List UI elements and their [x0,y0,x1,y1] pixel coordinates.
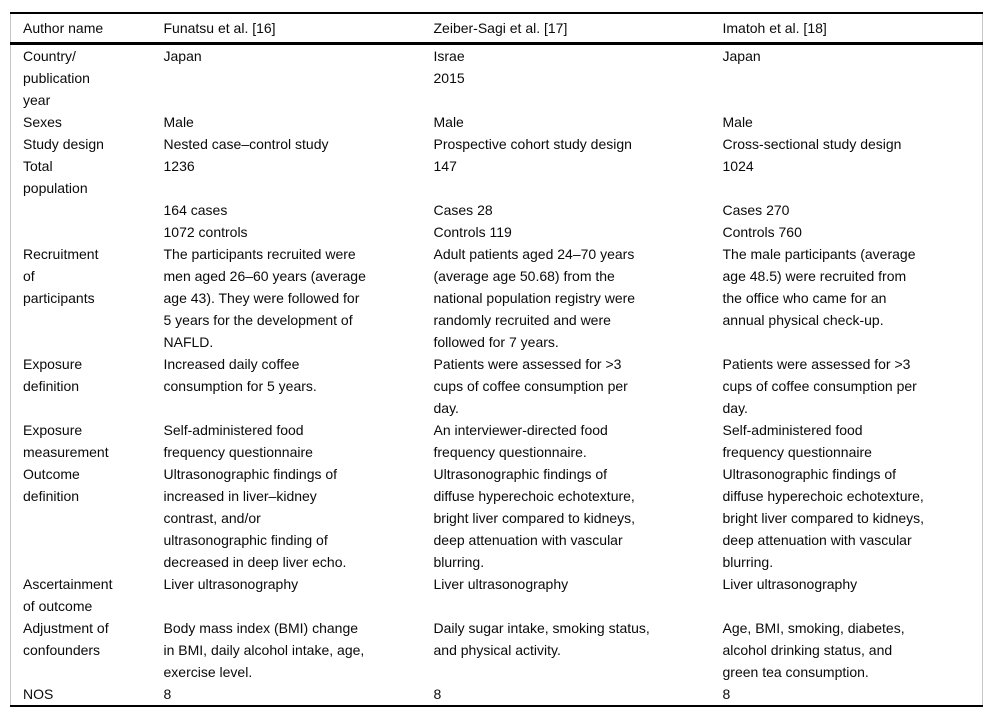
cell-imatoh: Liver ultrasonography [722,576,858,592]
cell-imatoh: Age, BMI, smoking, diabetes, alcohol dri… [722,620,905,680]
cell-imatoh: Japan [722,48,761,64]
cell-funatsu: 1236 [163,158,195,174]
table-row-adjustment-of-confounders: Adjustment of confounders Body mass inde… [11,617,983,683]
cell-zeiber-sagi: Adult patients aged 24–70 years (average… [433,246,636,350]
cell-zeiber-sagi: 147 [433,158,457,174]
cell-funatsu: Body mass index (BMI) change in BMI, dai… [163,620,365,680]
cell-zeiber-sagi: Male [433,114,464,130]
table: Author name Funatsu et al. [16] Zeiber-S… [10,12,983,707]
cell-funatsu: 164 cases 1072 controls [163,202,248,240]
cell-imatoh: Self-administered food frequency questio… [722,422,872,460]
cell-imatoh: Cases 270 Controls 760 [722,202,802,240]
row-label: Exposure measurement [23,422,109,460]
table-row-country-publication-year: Country/ publication year Japan Israe 20… [11,44,983,112]
cell-zeiber-sagi: Israe 2015 [433,48,465,86]
row-label: Total population [23,158,88,196]
cell-funatsu: Japan [163,48,202,64]
table-row-ascertainment-of-outcome: Ascertainment of outcome Liver ultrasono… [11,573,983,617]
table-row-sexes: Sexes Male Male Male [11,111,983,133]
table-row-exposure-measurement: Exposure measurement Self-administered f… [11,419,983,463]
cell-zeiber-sagi: Ultrasonographic findings of diffuse hyp… [433,466,636,570]
row-label: Sexes [23,114,62,130]
column-header-study-funatsu: Funatsu et al. [16] [151,13,422,45]
row-label [11,199,152,243]
row-label: Ascertainment of outcome [23,576,113,614]
cell-zeiber-sagi: Patients were assessed for >3 cups of co… [433,356,628,416]
row-label: Study design [23,136,104,152]
column-header-study-zeiber-sagi: Zeiber-Sagi et al. [17] [421,13,711,45]
cell-funatsu: Liver ultrasonography [163,576,299,592]
row-label: Outcome definition [23,466,80,504]
cell-funatsu: Ultrasonographic findings of increased i… [163,466,347,570]
table-row-nos: NOS 8 8 8 [11,683,983,706]
cell-imatoh: Ultrasonographic findings of diffuse hyp… [722,466,925,570]
studies-comparison-table: Author name Funatsu et al. [16] Zeiber-S… [10,12,983,707]
cell-zeiber-sagi: Daily sugar intake, smoking status, and … [433,620,650,658]
cell-funatsu: 8 [163,686,172,702]
column-header-study-imatoh: Imatoh et al. [18] [710,13,983,45]
cell-zeiber-sagi: Prospective cohort study design [433,136,632,152]
cell-funatsu: The participants recruited were men aged… [163,246,366,350]
cell-imatoh: The male participants (average age 48.5)… [722,246,916,328]
cell-funatsu: Nested case–control study [163,136,329,152]
cell-zeiber-sagi: Liver ultrasonography [433,576,569,592]
table-row-outcome-definition: Outcome definition Ultrasonographic find… [11,463,983,573]
cell-imatoh: 8 [722,686,731,702]
row-label: Recruitment of participants [23,246,99,306]
cell-imatoh: Patients were assessed for >3 cups of co… [722,356,917,416]
cell-zeiber-sagi: 8 [433,686,442,702]
row-label: Adjustment of confounders [23,620,109,658]
table-row-total-population: Total population 1236 147 1024 [11,155,983,199]
table-row-study-design: Study design Nested case–control study P… [11,133,983,155]
cell-funatsu: Self-administered food frequency questio… [163,422,313,460]
header-row: Author name Funatsu et al. [16] Zeiber-S… [10,13,983,45]
cell-funatsu: Male [163,114,194,130]
cell-imatoh: 1024 [722,158,754,174]
table-row-exposure-definition: Exposure definition Increased daily coff… [11,353,983,419]
table-row-cases-controls: 164 cases 1072 controls Cases 28 Control… [11,199,983,243]
table-row-recruitment-of-participants: Recruitment of participants The particip… [11,243,983,353]
cell-imatoh: Male [722,114,753,130]
row-label: Exposure definition [23,356,83,394]
row-label: NOS [23,686,54,702]
cell-imatoh: Cross-sectional study design [722,136,902,152]
cell-zeiber-sagi: An interviewer-directed food frequency q… [433,422,608,460]
cell-zeiber-sagi: Cases 28 Controls 119 [433,202,512,240]
cell-funatsu: Increased daily coffee consumption for 5… [163,356,317,394]
column-header-author-name: Author name [10,13,152,45]
row-label: Country/ publication year [23,48,90,108]
